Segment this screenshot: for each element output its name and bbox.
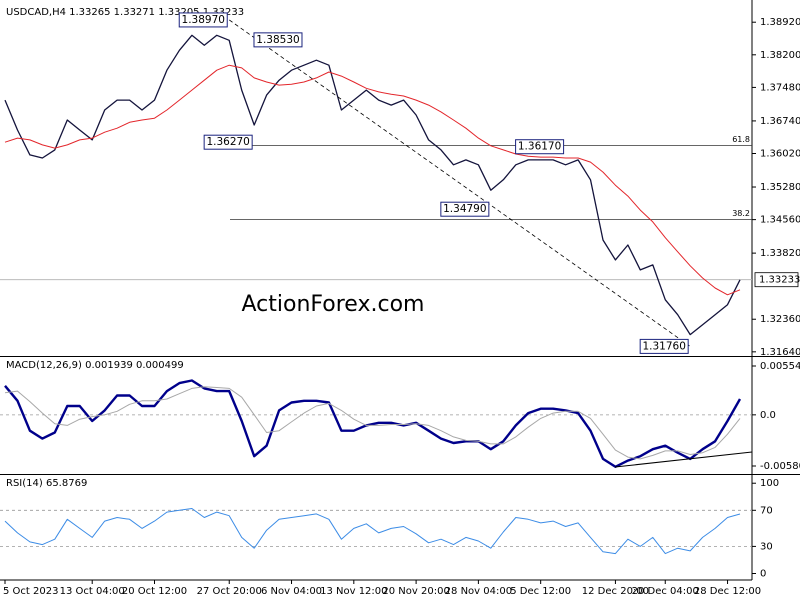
y-tick-label: 1.32360 — [760, 314, 800, 325]
series-line — [4, 34, 741, 336]
series-line — [4, 508, 741, 555]
x-tick-label: 20 Oct 12:00 — [122, 586, 187, 597]
watermark: ActionForex.com — [242, 292, 425, 317]
series-line — [4, 379, 742, 468]
x-tick-label: 28 Nov 04:00 — [445, 586, 512, 597]
annotation-label: 1.38530 — [256, 34, 299, 46]
price-annotation: 1.31760 — [639, 338, 689, 354]
y-tick-label: 1.37480 — [760, 82, 800, 93]
series-line — [4, 64, 741, 296]
y-tick-label: 1.34560 — [760, 215, 800, 226]
panel-title: MACD(12,26,9) 0.001939 0.000499 — [6, 360, 184, 371]
fib-level-label: 61.8 — [732, 135, 750, 144]
x-tick-label: 13 Nov 12:00 — [320, 586, 387, 597]
annotation-label: 1.36170 — [518, 141, 561, 153]
annotation-label: 1.36270 — [206, 136, 249, 148]
price-annotation: 1.38970 — [178, 12, 228, 28]
y-tick-label: 1.31640 — [760, 347, 800, 358]
macd-trend-line — [614, 451, 753, 468]
x-tick-label: 27 Oct 20:00 — [197, 586, 262, 597]
annotation-box — [253, 32, 303, 48]
panel-title: RSI(14) 65.8769 — [6, 478, 87, 489]
x-tick-label: 6 Nov 04:00 — [261, 586, 322, 597]
panel-title: USDCAD,H4 1.33265 1.33271 1.33205 1.3323… — [6, 7, 244, 18]
y-tick-label: 0.005546 — [760, 361, 800, 372]
y-tick-label: 1.36020 — [760, 149, 800, 160]
y-tick-label: 1.38200 — [760, 50, 800, 61]
annotation-box — [440, 201, 490, 217]
y-tick-label: 70 — [760, 505, 773, 516]
x-tick-label: 12 Dec 20:00 — [582, 586, 649, 597]
y-tick-label: 0 — [760, 568, 766, 579]
y-tick-label: 30 — [760, 541, 773, 552]
x-tick-label: 13 Oct 04:00 — [60, 586, 125, 597]
y-tick-label: 1.33820 — [760, 248, 800, 259]
annotation-label: 1.38970 — [182, 14, 225, 26]
x-tick-label: 28 Dec 12:00 — [694, 586, 761, 597]
y-tick-label: 100 — [760, 478, 779, 489]
y-tick-label: 0.0 — [760, 410, 776, 421]
price-annotation: 1.38530 — [253, 32, 303, 48]
series-line — [4, 386, 741, 460]
x-tick-label: 5 Dec 12:00 — [510, 586, 571, 597]
annotation-label: 1.31760 — [642, 340, 685, 352]
annotation-box — [203, 134, 253, 150]
y-tick-label: -0.005809 — [760, 461, 800, 472]
price-annotation: 1.36170 — [515, 139, 565, 155]
y-tick-label: 1.38920 — [760, 17, 800, 28]
x-tick-label: 5 Oct 2023 — [3, 586, 58, 597]
fib-level-label: 38.2 — [732, 209, 750, 218]
last-price-label: 1.33233 — [759, 275, 800, 286]
annotation-box — [515, 139, 565, 155]
x-tick-label: 20 Dec 04:00 — [632, 586, 699, 597]
y-tick-label: 1.35280 — [760, 182, 800, 193]
y-tick-label: 1.36740 — [760, 116, 800, 127]
last-price-box — [754, 272, 799, 288]
annotation-box — [639, 338, 689, 354]
price-annotation: 1.36270 — [203, 134, 253, 150]
x-tick-label: 20 Nov 20:00 — [382, 586, 449, 597]
annotation-label: 1.34790 — [443, 203, 486, 215]
trend-line — [229, 19, 691, 347]
annotation-box — [178, 12, 228, 28]
price-annotation: 1.34790 — [440, 201, 490, 217]
